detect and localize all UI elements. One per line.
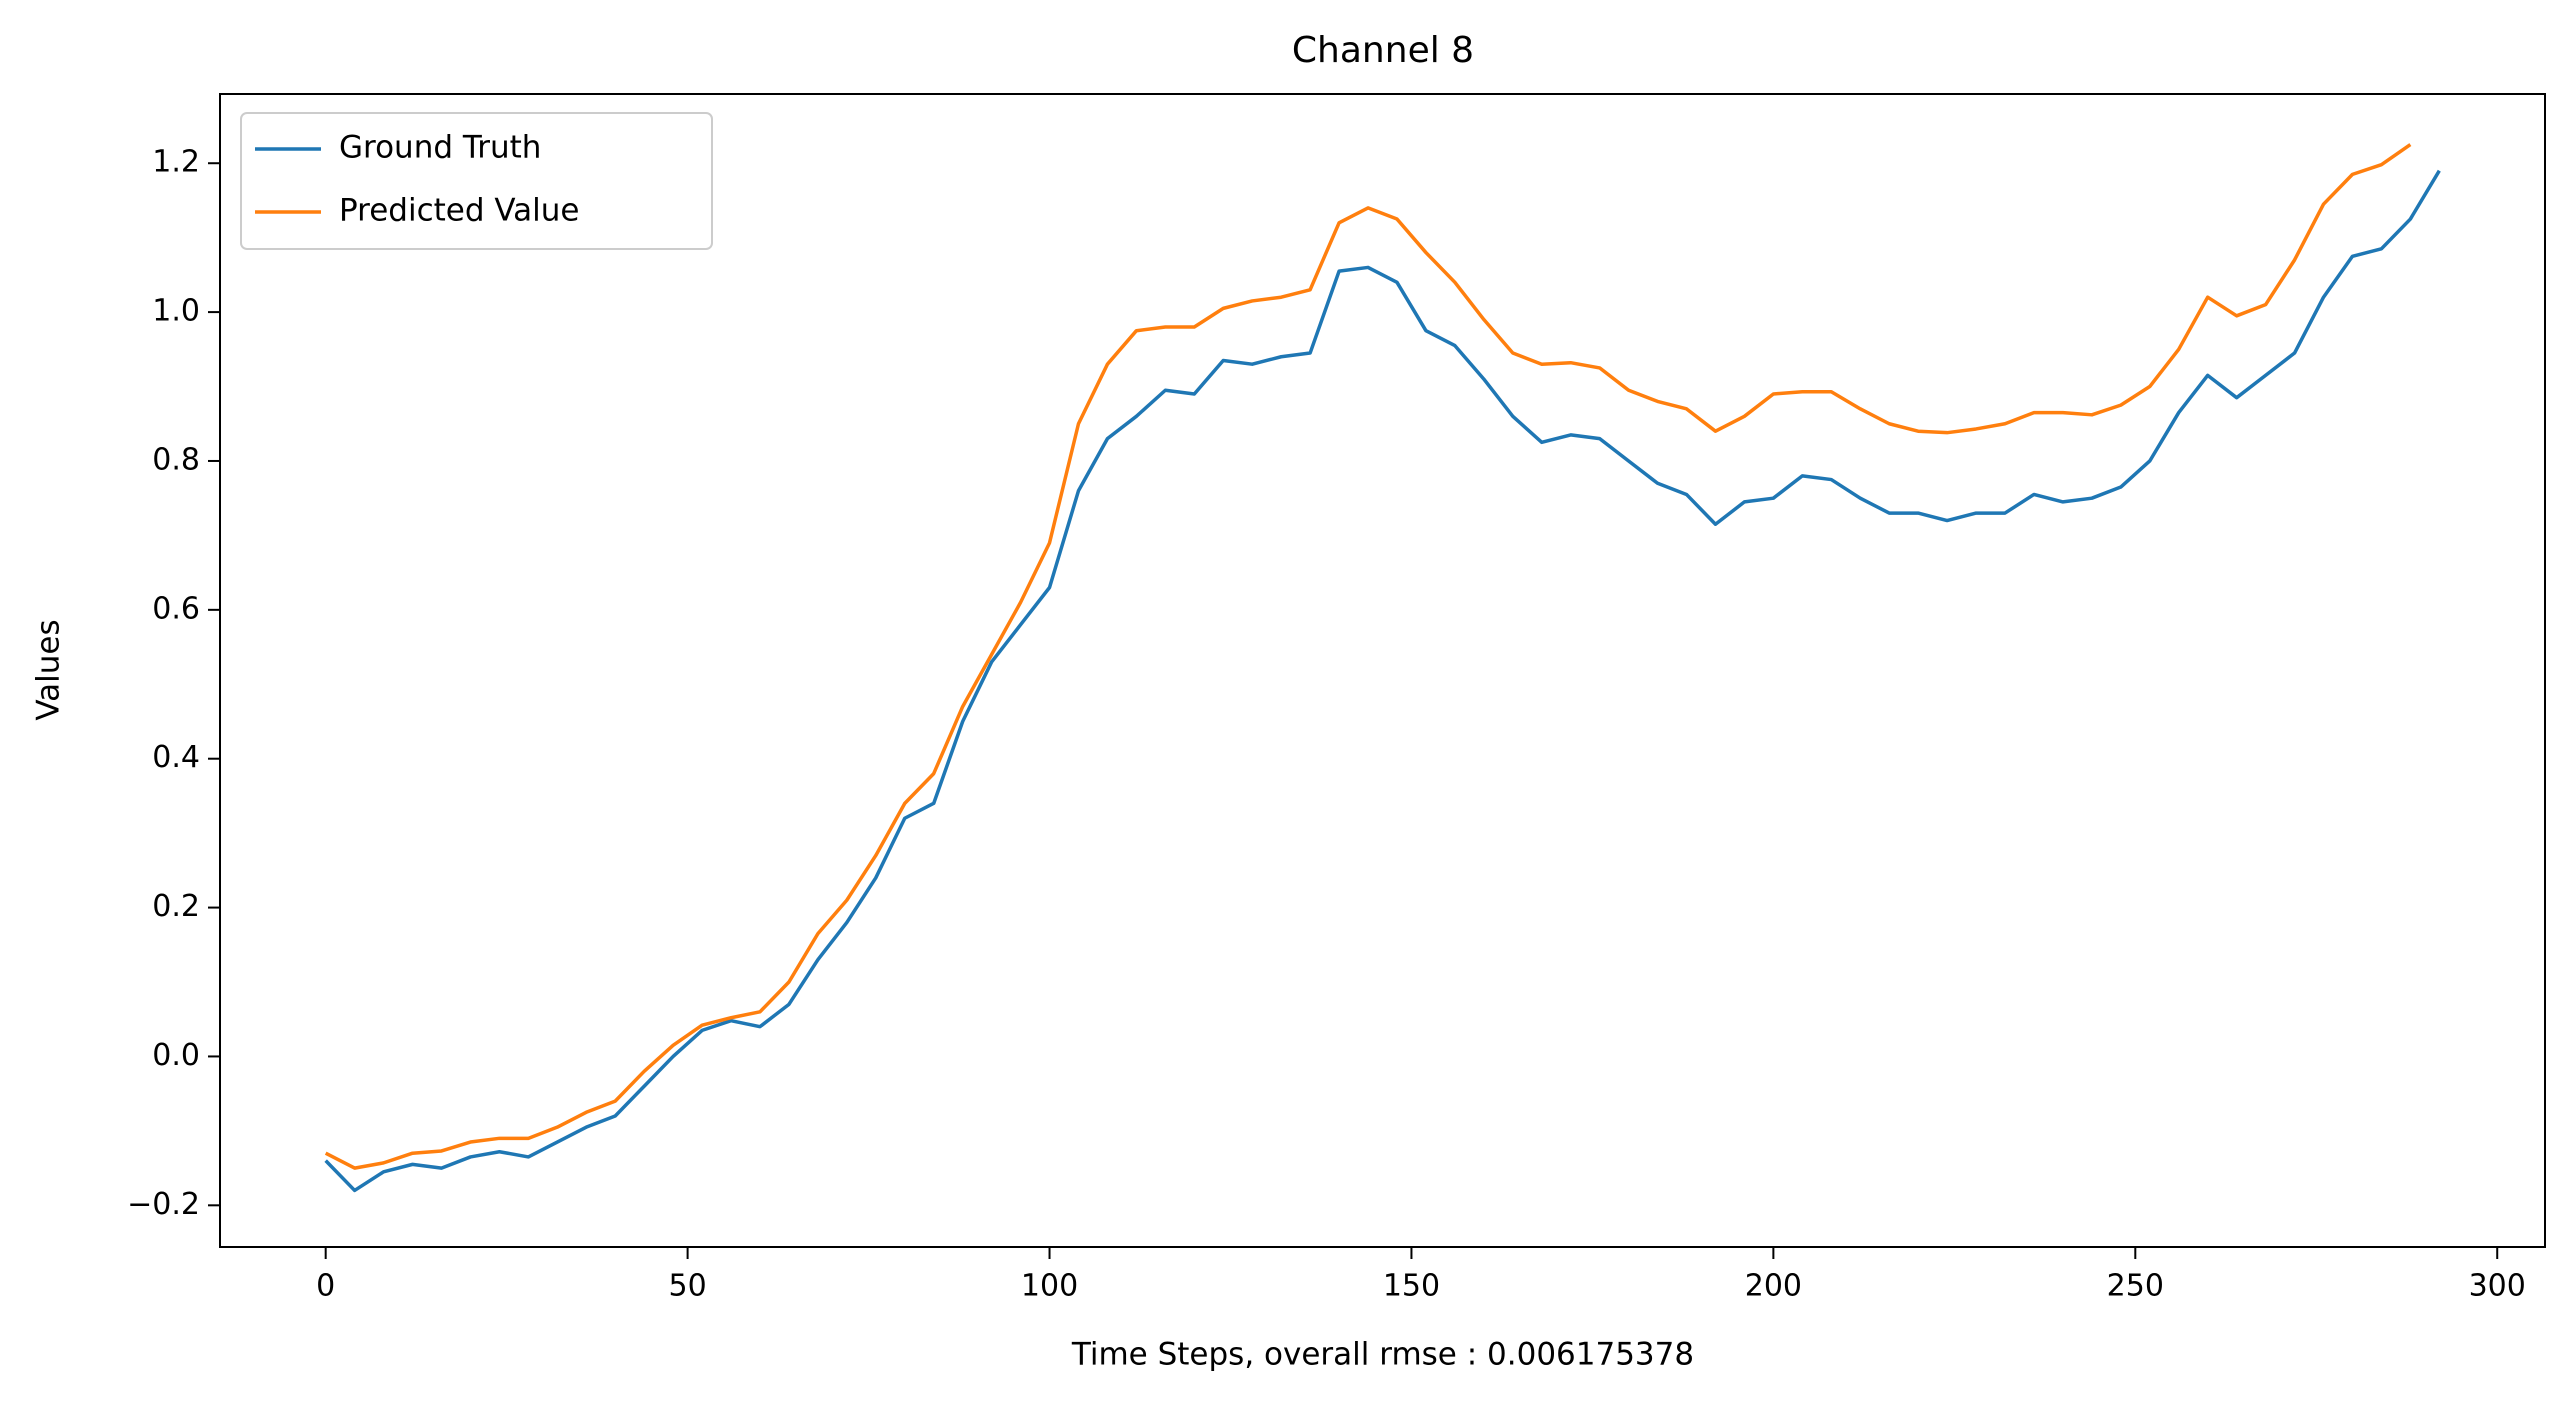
x-tick-label: 150	[1383, 1269, 1440, 1304]
x-tick-label: 250	[2107, 1269, 2164, 1304]
legend: Ground Truth Predicted Value	[240, 112, 713, 250]
y-tick-label: 0.0	[152, 1038, 200, 1073]
y-axis-label: Values	[31, 619, 67, 720]
y-tick-label: 0.8	[152, 442, 200, 477]
legend-label: Ground Truth	[339, 130, 541, 166]
x-tick-label: 50	[669, 1269, 707, 1304]
x-axis-label: Time Steps, overall rmse : 0.006175378	[1071, 1337, 1694, 1373]
chart-title: Channel 8	[1292, 30, 1474, 71]
x-tick-label: 0	[316, 1269, 335, 1304]
y-tick-label: 1.0	[152, 294, 200, 329]
legend-label: Predicted Value	[339, 193, 580, 229]
y-tick-label: 1.2	[152, 145, 200, 180]
x-tick-label: 200	[1745, 1269, 1802, 1304]
y-tick-label: 0.4	[152, 740, 200, 775]
x-tick-label: 100	[1021, 1269, 1078, 1304]
data-line	[324, 143, 2412, 1170]
y-tick-label: 0.2	[152, 889, 200, 924]
legend-box	[240, 112, 713, 250]
x-tick-label: 300	[2469, 1269, 2526, 1304]
y-tick-label: −0.2	[127, 1187, 200, 1222]
plot-frame	[219, 93, 2546, 1248]
y-tick-label: 0.6	[152, 591, 200, 626]
data-line	[324, 169, 2441, 1193]
